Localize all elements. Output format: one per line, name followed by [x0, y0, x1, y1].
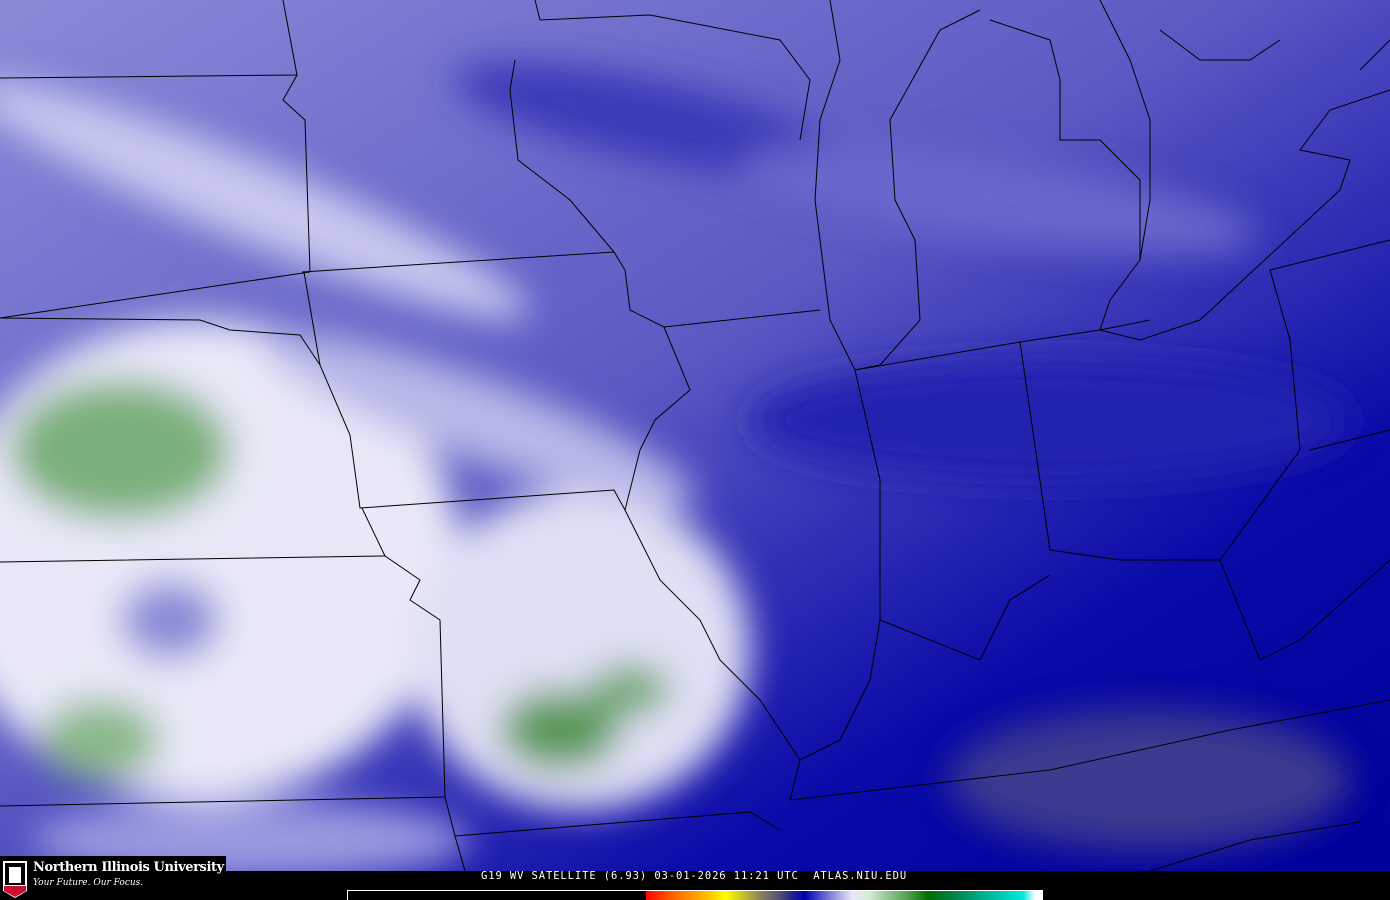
niu-shield-icon: [3, 861, 27, 898]
color-scale-empty: [348, 891, 646, 900]
water-vapor-map: [0, 0, 1390, 871]
university-tagline: Your Future. Our Focus.: [33, 878, 144, 888]
university-name: Northern Illinois University: [33, 860, 224, 875]
product-caption: G19 WV SATELLITE (6.93) 03-01-2026 11:21…: [481, 870, 908, 882]
color-scale-bar: [347, 890, 1043, 900]
state-borders: [0, 0, 1390, 871]
moisture-field: [0, 62, 1350, 871]
niu-logo: Northern Illinois University Your Future…: [0, 856, 226, 900]
color-scale-gradient: [646, 891, 1043, 900]
